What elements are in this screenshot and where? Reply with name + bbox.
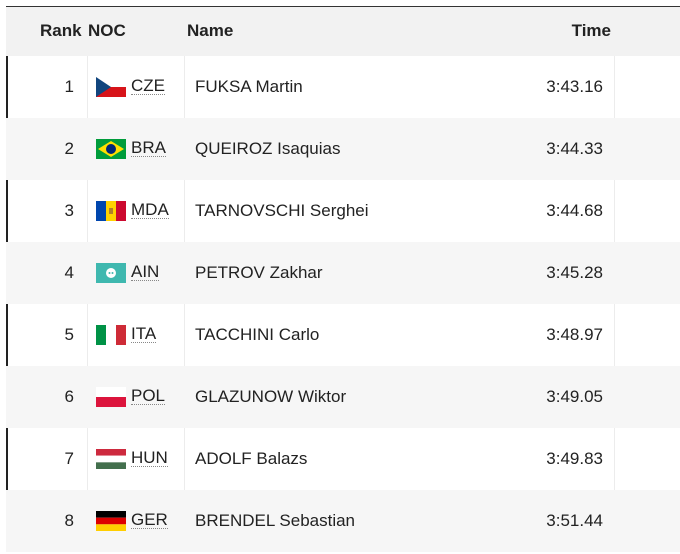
time: 3:48.97 — [546, 325, 603, 344]
rank: 3 — [64, 201, 74, 220]
flag-icon — [96, 325, 126, 345]
flag-icon — [96, 387, 126, 407]
time: 3:44.68 — [546, 201, 603, 220]
table-row: 4 AIN PETROV Zakhar 3:45.28 — [6, 242, 680, 304]
time: 3:49.83 — [546, 449, 603, 468]
time: 3:49.05 — [546, 387, 603, 406]
column-separator — [614, 56, 615, 118]
column-separator — [87, 56, 88, 118]
athlete-name: TACCHINI Carlo — [195, 325, 320, 344]
flag-icon — [96, 511, 126, 531]
athlete-name: TARNOVSCHI Serghei — [195, 201, 369, 220]
header-cell: Time — [571, 21, 611, 40]
column-separator — [87, 304, 88, 366]
column-separator — [87, 428, 88, 490]
flag-icon — [96, 201, 126, 221]
noc-code: AIN — [131, 262, 160, 281]
column-separator — [184, 180, 185, 242]
rank: 2 — [64, 139, 74, 158]
table-row: 8 GER BRENDEL Sebastian 3:51.44 — [6, 490, 680, 552]
table-row: 6 POL GLAZUNOW Wiktor 3:49.05 — [6, 366, 680, 428]
flag-icon — [96, 77, 126, 97]
rank: 1 — [64, 77, 74, 96]
column-separator — [184, 56, 185, 118]
rank: 5 — [64, 325, 74, 344]
rank: 7 — [64, 449, 74, 468]
column-separator — [614, 180, 615, 242]
results-table: Rank NOC Name Time 1 CZE FUKSA Martin 3:43.… — [6, 6, 680, 552]
noc-code: GER — [131, 510, 168, 529]
table-row: 1 CZE FUKSA Martin 3:43.16 — [6, 56, 680, 118]
flag-icon — [96, 139, 126, 159]
column-separator — [184, 304, 185, 366]
rank: 8 — [64, 511, 74, 530]
noc-code: POL — [131, 386, 166, 405]
table-row: 2 BRA QUEIROZ Isaquias 3:44.33 — [6, 118, 680, 180]
noc-code: HUN — [131, 448, 168, 467]
header-cell: NOC — [88, 21, 126, 40]
table-row: 3 MDA TARNOVSCHI Serghei 3:44.68 — [6, 180, 680, 242]
time: 3:43.16 — [546, 77, 603, 96]
header-row: Rank NOC Name Time — [6, 7, 680, 56]
athlete-name: ADOLF Balazs — [195, 449, 308, 468]
column-separator — [87, 180, 88, 242]
table-row: 7 HUN ADOLF Balazs 3:49.83 — [6, 428, 680, 490]
athlete-name: GLAZUNOW Wiktor — [195, 387, 347, 406]
flag-icon — [96, 449, 126, 469]
rank: 4 — [64, 263, 74, 282]
noc-code: BRA — [131, 138, 166, 157]
column-separator — [184, 428, 185, 490]
column-separator — [614, 428, 615, 490]
time: 3:45.28 — [546, 263, 603, 282]
athlete-name: FUKSA Martin — [195, 77, 303, 96]
header-cell: Name — [187, 21, 234, 40]
column-separator — [614, 304, 615, 366]
athlete-name: QUEIROZ Isaquias — [195, 139, 341, 158]
athlete-name: PETROV Zakhar — [195, 263, 323, 282]
noc-code: ITA — [131, 324, 157, 343]
noc-code: CZE — [131, 76, 165, 95]
table-row: 5 ITA TACCHINI Carlo 3:48.97 — [6, 304, 680, 366]
time: 3:44.33 — [546, 139, 603, 158]
noc-code: MDA — [131, 200, 169, 219]
header-cell: Rank — [40, 21, 82, 40]
time: 3:51.44 — [546, 511, 603, 530]
flag-icon — [96, 263, 126, 283]
athlete-name: BRENDEL Sebastian — [195, 511, 356, 530]
rank: 6 — [64, 387, 74, 406]
